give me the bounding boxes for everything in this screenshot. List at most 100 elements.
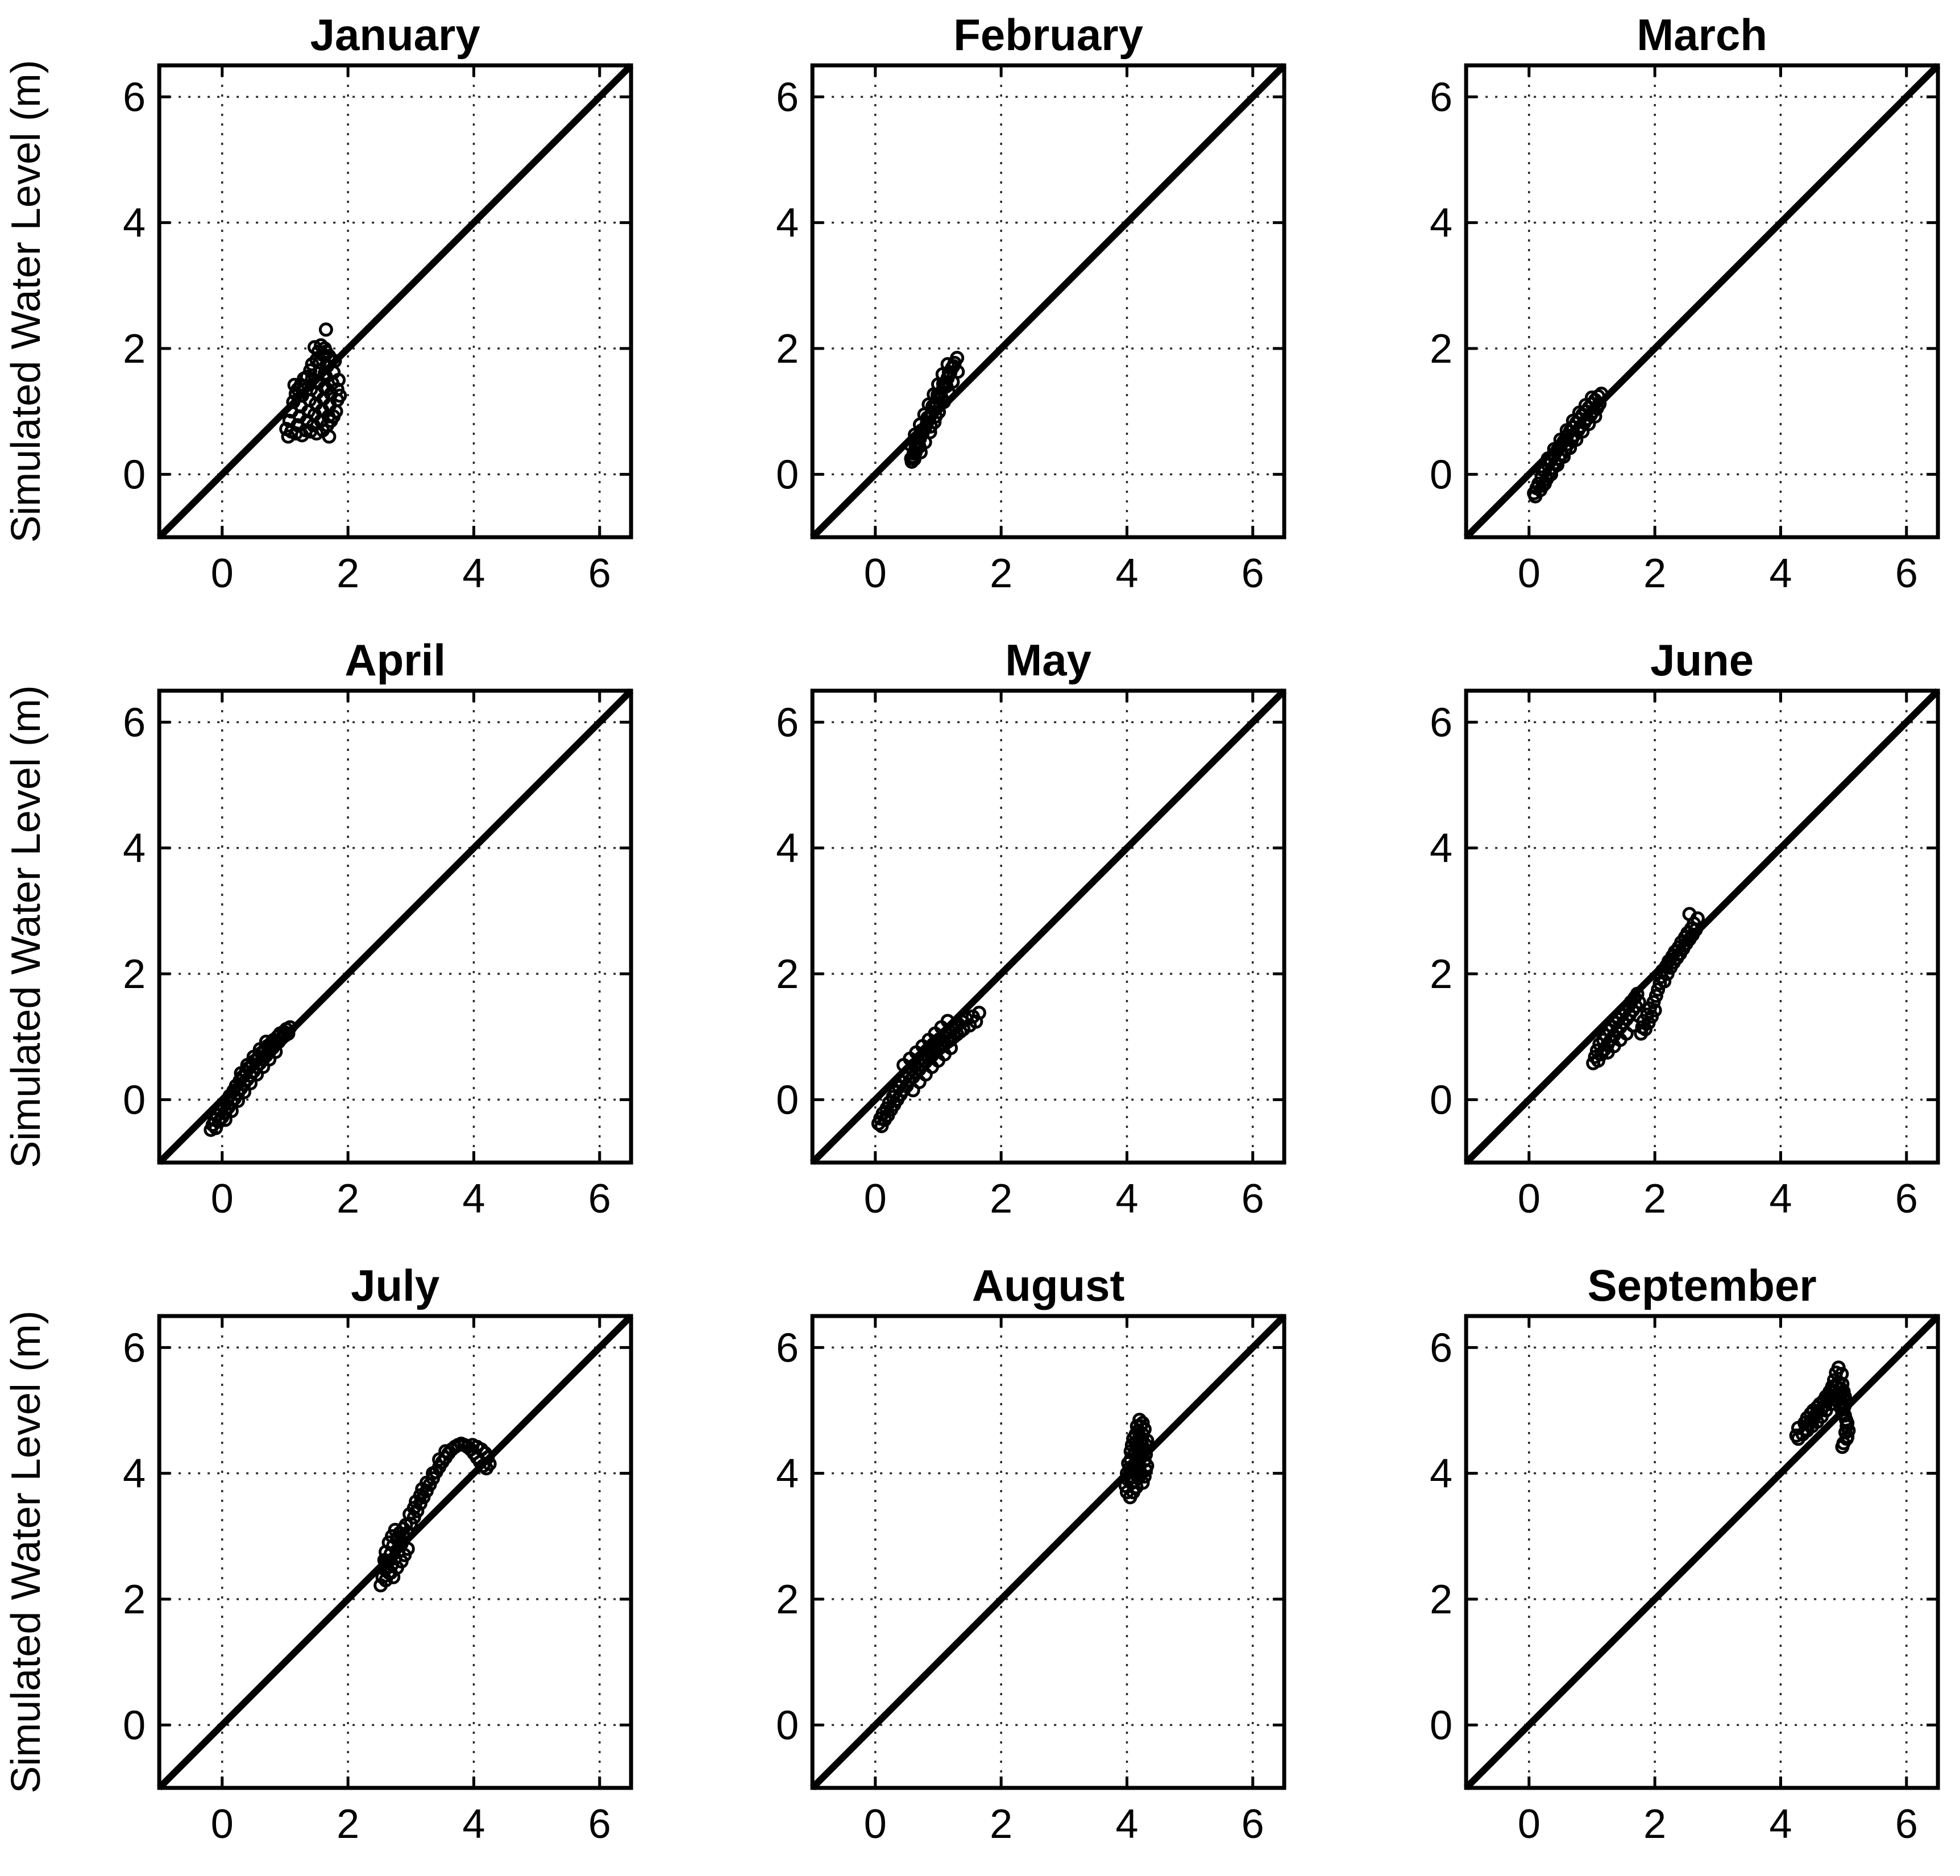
y-tick-label: 4	[1430, 201, 1452, 246]
identity-line	[810, 63, 1287, 540]
y-axis-label: Simulated Water Level (m)	[3, 60, 49, 543]
x-tick-label: 2	[990, 551, 1012, 596]
x-tick-label: 0	[1517, 1802, 1540, 1847]
y-tick-label: 2	[776, 326, 799, 372]
subplot-title: April	[344, 635, 446, 685]
y-axis-label: Simulated Water Level (m)	[3, 685, 49, 1168]
y-tick-label: 2	[776, 952, 799, 997]
scatter-point	[1543, 467, 1558, 482]
x-tick-label: 4	[1769, 551, 1792, 596]
tick-label-layer: 0 2 4 6 0 2 4 6	[1430, 74, 1918, 596]
axes-box-border	[810, 63, 1286, 539]
x-tick-label: 2	[1643, 551, 1666, 596]
x-tick-label: 6	[588, 1802, 611, 1847]
points-layer	[204, 1020, 297, 1137]
identity-line	[156, 63, 634, 540]
points-layer	[279, 322, 347, 444]
scatter-point	[1841, 1423, 1856, 1438]
scatter-point	[305, 357, 319, 372]
plot-april: 0 2 4 6 0 2 4 6 April Simulated Water Level (m)	[3, 635, 634, 1222]
scatter-point	[281, 1026, 296, 1041]
scatter-point	[939, 379, 954, 393]
scatter-point	[912, 439, 927, 454]
scatter-point	[1123, 1444, 1138, 1459]
scatter-point	[944, 1041, 958, 1056]
y-tick-label: 2	[123, 1577, 146, 1622]
y-tick-label: 4	[776, 1451, 799, 1497]
scatter-point	[1135, 1431, 1149, 1446]
scatter-point	[1656, 974, 1671, 989]
x-tick-label: 4	[462, 1176, 485, 1222]
scatter-point	[333, 388, 347, 403]
y-tick-label: 0	[776, 1703, 799, 1748]
scatter-point	[1588, 409, 1602, 424]
axes-box-border	[810, 1314, 1286, 1790]
identity-line	[810, 688, 1287, 1165]
subplot-march: 0 2 4 6 0 2 4 6 March	[1307, 0, 1960, 625]
plot-march: 0 2 4 6 0 2 4 6 March	[1430, 10, 1941, 596]
scatter-point	[1135, 1475, 1150, 1490]
scatter-point	[946, 359, 961, 373]
scatter-point	[283, 1020, 297, 1035]
scatter-point	[1125, 1438, 1140, 1452]
x-tick-label: 4	[1116, 1176, 1139, 1222]
subplot-title: May	[1006, 635, 1092, 685]
scatter-point	[326, 409, 341, 424]
y-tick-label: 2	[1430, 952, 1452, 997]
identity-line	[156, 688, 634, 1165]
tick-label-layer: 0 2 4 6 0 2 4 6	[123, 700, 611, 1222]
axes-box-border	[157, 1314, 633, 1790]
axes-box-border	[1464, 688, 1940, 1165]
y-tick-label: 6	[1430, 700, 1452, 745]
subplot-july: 0 2 4 6 0 2 4 6 July Simulated Water Level (m)	[0, 1251, 653, 1876]
plot-may: 0 2 4 6 0 2 4 6 May	[776, 635, 1287, 1222]
x-tick-label: 6	[1895, 551, 1917, 596]
scatter-point	[1648, 989, 1663, 1003]
subplot-may: 0 2 4 6 0 2 4 6 May	[653, 625, 1306, 1251]
subplot-title: September	[1587, 1260, 1816, 1310]
y-tick-label: 2	[1430, 1577, 1452, 1622]
x-tick-label: 6	[1241, 551, 1264, 596]
scatter-point	[1631, 995, 1646, 1010]
axes-box-border	[157, 63, 633, 539]
points-layer	[1119, 1413, 1155, 1505]
y-tick-label: 2	[123, 326, 146, 372]
subplot-january: 0 2 4 6 0 2 4 6 January Simulated Water Level (…	[0, 0, 653, 625]
scatter-point	[400, 1541, 415, 1556]
y-tick-label: 6	[1430, 74, 1452, 120]
x-tick-label: 4	[1116, 1802, 1139, 1847]
scatter-point	[928, 409, 943, 424]
scatter-point	[259, 1035, 273, 1049]
plot-july: 0 2 4 6 0 2 4 6 July Simulated Water Level (m)	[3, 1260, 634, 1847]
tick-label-layer: 0 2 4 6 0 2 4 6	[776, 700, 1264, 1222]
y-tick-label: 0	[123, 452, 146, 497]
tick-label-layer: 0 2 4 6 0 2 4 6	[776, 74, 1264, 596]
x-tick-label: 4	[462, 1802, 485, 1847]
axes-layer	[1464, 63, 1940, 539]
y-tick-label: 4	[123, 1451, 146, 1497]
axes-layer	[810, 688, 1286, 1165]
identity-line-layer	[156, 688, 634, 1165]
axes-layer	[810, 63, 1286, 539]
y-tick-label: 6	[123, 74, 146, 120]
x-tick-label: 6	[1241, 1802, 1264, 1847]
y-tick-label: 4	[776, 826, 799, 871]
x-tick-label: 2	[1643, 1176, 1666, 1222]
tick-label-layer: 0 2 4 6 0 2 4 6	[123, 74, 611, 596]
axes-box-border	[157, 688, 633, 1165]
scatter-point	[426, 1466, 441, 1481]
subplot-february: 0 2 4 6 0 2 4 6 February	[653, 0, 1306, 625]
subplot-title: July	[351, 1260, 439, 1310]
subplot-april: 0 2 4 6 0 2 4 6 April Simulated Water Level (m)	[0, 625, 653, 1251]
x-tick-label: 0	[211, 1802, 234, 1847]
x-tick-label: 2	[990, 1802, 1012, 1847]
scatter-point	[415, 1481, 430, 1496]
identity-line	[1463, 1313, 1941, 1791]
y-axis-label: Simulated Water Level (m)	[3, 1310, 49, 1794]
y-tick-label: 4	[1430, 1451, 1452, 1497]
y-tick-label: 0	[1430, 1703, 1452, 1748]
scatter-point	[465, 1438, 480, 1452]
scatter-point	[972, 1006, 987, 1020]
x-tick-label: 2	[337, 551, 359, 596]
